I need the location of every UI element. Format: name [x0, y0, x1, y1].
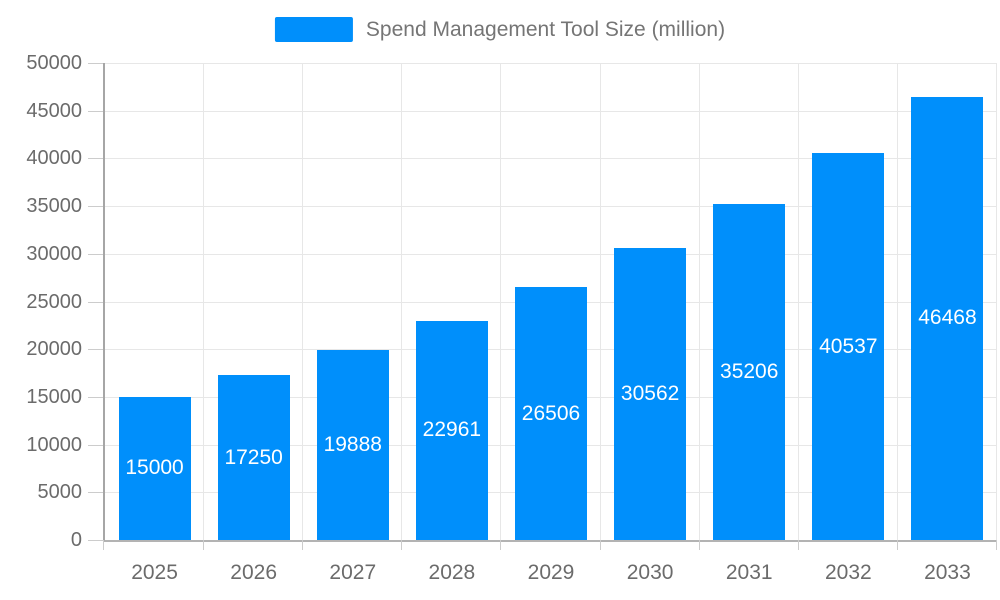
y-axis-tick [88, 301, 103, 303]
x-axis-tick-label: 2031 [725, 561, 773, 584]
bar-value-label: 30562 [620, 382, 680, 406]
bar-value-label: 46468 [918, 306, 977, 330]
y-axis-tick [88, 349, 103, 351]
y-axis-tick [88, 63, 103, 64]
bar-value-label: 15000 [125, 456, 184, 480]
y-axis-tick-label: 25000 [26, 290, 82, 313]
bar[interactable]: 17250 [217, 375, 290, 540]
y-axis-tick [88, 492, 103, 494]
x-axis-tick-label: 2033 [924, 561, 971, 584]
y-axis-tick [88, 206, 103, 208]
x-gridline [302, 63, 304, 540]
y-axis-tick-label: 45000 [26, 99, 82, 122]
x-axis-tick-label: 2028 [428, 561, 476, 584]
x-axis-tick-label: 2025 [131, 561, 178, 584]
bar[interactable]: 19888 [316, 350, 389, 540]
y-gridline [105, 63, 997, 64]
bar[interactable]: 46468 [911, 96, 984, 540]
bar-value-label: 17250 [224, 445, 283, 469]
x-gridline [698, 63, 700, 540]
x-gridline [896, 63, 898, 540]
x-axis-tick-label: 2026 [230, 561, 278, 584]
x-axis-tick [302, 540, 304, 550]
bar-value-label: 26506 [521, 401, 581, 425]
plot-area: 0 5000 10000 15000 20000 25000 30000 35000 40000… [26, 53, 997, 583]
bar-value-label: 19888 [323, 433, 382, 457]
bar[interactable]: 22961 [415, 320, 488, 540]
y-axis-tick-label: 30000 [26, 242, 82, 265]
y-axis-tick-label: 5000 [37, 481, 83, 504]
bar[interactable]: 26506 [515, 287, 587, 540]
y-axis-tick-label: 0 [70, 529, 82, 551]
x-axis-tick [103, 540, 104, 550]
x-gridline [996, 63, 997, 540]
x-gridline [797, 63, 799, 540]
y-axis-tick [88, 444, 103, 446]
bar-value-label: 22961 [422, 418, 482, 442]
bar[interactable]: 15000 [118, 396, 191, 540]
y-gridline [105, 206, 997, 208]
bar[interactable]: 35206 [713, 204, 786, 540]
x-axis-tick [797, 540, 799, 550]
x-axis-tick [599, 540, 601, 550]
y-axis-tick-label: 20000 [26, 338, 82, 361]
legend-swatch-icon [274, 17, 353, 42]
x-axis-tick-label: 2029 [527, 561, 575, 584]
x-axis-tick-label: 2032 [824, 561, 872, 584]
y-axis-tick [88, 396, 103, 398]
legend-label: Spend Management Tool Size (million) [365, 17, 726, 41]
x-axis-tick [203, 540, 205, 550]
y-axis-tick-label: 50000 [26, 52, 82, 74]
x-axis-tick [698, 540, 700, 550]
x-gridline [599, 63, 601, 540]
x-axis-tick-label: 2027 [329, 561, 377, 584]
y-gridline [105, 253, 997, 255]
y-axis-tick-label: 10000 [26, 433, 82, 456]
y-axis-tick [88, 253, 103, 255]
bar-value-label: 40537 [819, 334, 878, 358]
bar[interactable]: 30562 [614, 248, 687, 540]
y-axis-tick-label: 15000 [26, 385, 82, 408]
chart-legend[interactable]: Spend Management Tool Size (million) [274, 17, 726, 42]
y-axis-tick [88, 158, 103, 160]
y-axis-tick [88, 540, 103, 541]
x-gridline [500, 63, 502, 540]
y-axis-tick-label: 35000 [26, 195, 82, 218]
y-gridline [105, 110, 997, 112]
bar-value-label: 35206 [720, 360, 779, 384]
y-axis-tick-label: 40000 [26, 147, 82, 170]
bar[interactable]: 40537 [812, 153, 885, 540]
y-axis-tick [88, 110, 103, 112]
x-axis-tick [401, 540, 403, 550]
x-axis-tick [996, 540, 997, 550]
x-axis-tick [896, 540, 898, 550]
x-gridline [401, 63, 403, 540]
x-axis-tick-label: 2030 [626, 561, 674, 584]
x-axis-tick [500, 540, 502, 550]
x-gridline [203, 63, 205, 540]
y-gridline [105, 158, 997, 160]
